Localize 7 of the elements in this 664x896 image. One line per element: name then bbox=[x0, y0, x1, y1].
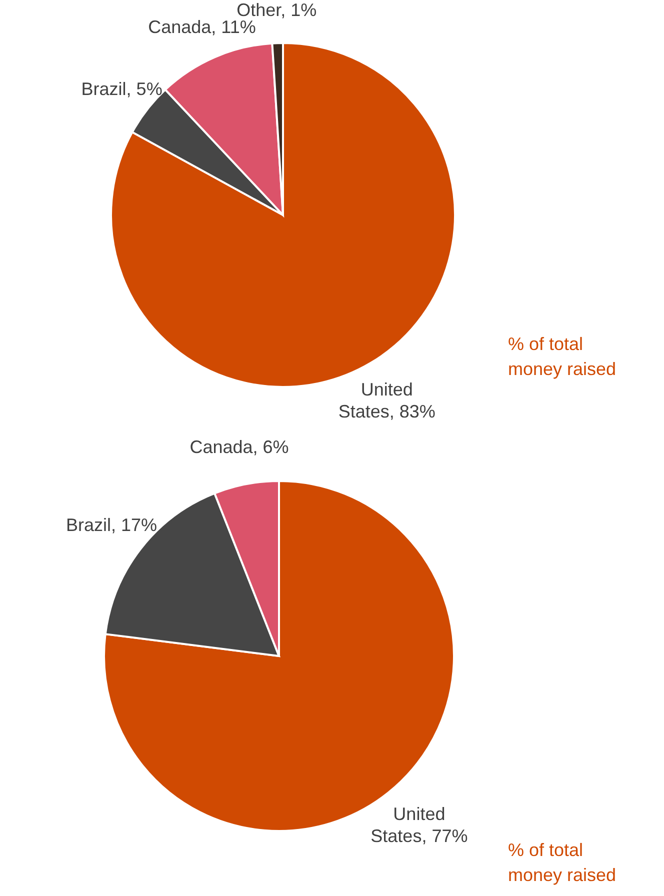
slice-label: United States, 83% bbox=[338, 380, 436, 422]
slice-label: Brazil, 17% bbox=[66, 515, 158, 536]
slice-label: Brazil, 5% bbox=[81, 78, 162, 99]
text: % of total money raised bbox=[508, 334, 616, 379]
text: % of total money raised bbox=[508, 840, 616, 885]
slice-label: United States, 77% bbox=[370, 804, 468, 846]
slice-label: Canada, 6% bbox=[190, 436, 289, 457]
